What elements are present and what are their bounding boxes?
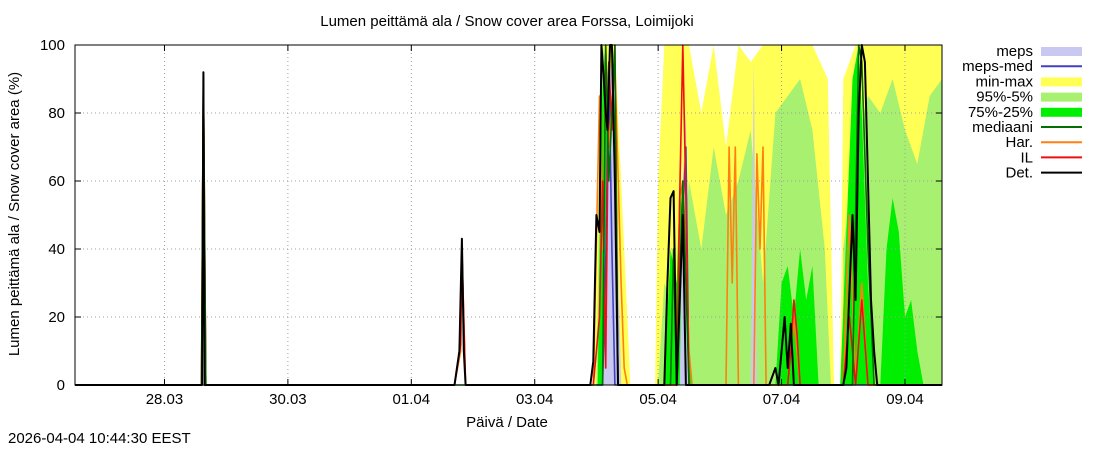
x-tick-label-2: 01.04 [393, 391, 431, 408]
y-tick-label-5: 100 [40, 37, 65, 54]
legend-label-meps_med: meps-med [962, 58, 1033, 75]
legend-label-p75_25: 75%-25% [968, 104, 1033, 121]
legend-label-minmax: min-max [975, 73, 1033, 90]
legend-label-mediaani: mediaani [972, 119, 1033, 136]
legend-label-det: Det. [1005, 165, 1033, 182]
y-tick-label-4: 80 [48, 105, 65, 122]
legend: mepsmeps-medmin-max95%-5%75%-25%mediaani… [962, 43, 1082, 182]
x-tick-label-4: 05.04 [639, 391, 677, 408]
plot-frame [74, 44, 943, 386]
x-tick-label-0: 28.03 [146, 391, 184, 408]
legend-swatch-p95_5 [1041, 92, 1082, 102]
series-line-det [75, 44, 942, 386]
legend-label-p95_5: 95%-5% [976, 89, 1033, 106]
legend-swatch-meps [1041, 47, 1082, 56]
legend-label-meps: meps [996, 43, 1033, 60]
y-axis-label: Lumen peittämä ala / Snow cover area (%) [6, 72, 23, 356]
x-tick-label-6: 09.04 [886, 391, 924, 408]
legend-swatch-minmax [1041, 77, 1082, 87]
y-tick-label-0: 0 [57, 377, 65, 394]
legend-label-il: IL [1020, 149, 1033, 166]
x-tick-label-3: 03.04 [516, 391, 554, 408]
x-tick-label-1: 30.03 [269, 391, 307, 408]
y-tick-label-1: 20 [48, 309, 65, 326]
band-p75_25-4 [880, 198, 924, 385]
legend-swatch-p75_25 [1041, 107, 1082, 117]
timestamp: 2026-04-04 10:44:30 EEST [8, 430, 191, 447]
y-tick-label-3: 60 [48, 173, 65, 190]
band-layer [593, 45, 942, 385]
x-tick-label-5: 07.04 [763, 391, 801, 408]
chart-title: Lumen peittämä ala / Snow cover area For… [320, 13, 694, 30]
y-tick-label-2: 40 [48, 241, 65, 258]
x-axis-label: Päivä / Date [466, 414, 548, 431]
legend-label-har: Har. [1005, 134, 1033, 151]
tick-layer: 28.03 30.03 01.04 03.04 05.04 07.04 09.04 0 20 40… [40, 37, 942, 408]
